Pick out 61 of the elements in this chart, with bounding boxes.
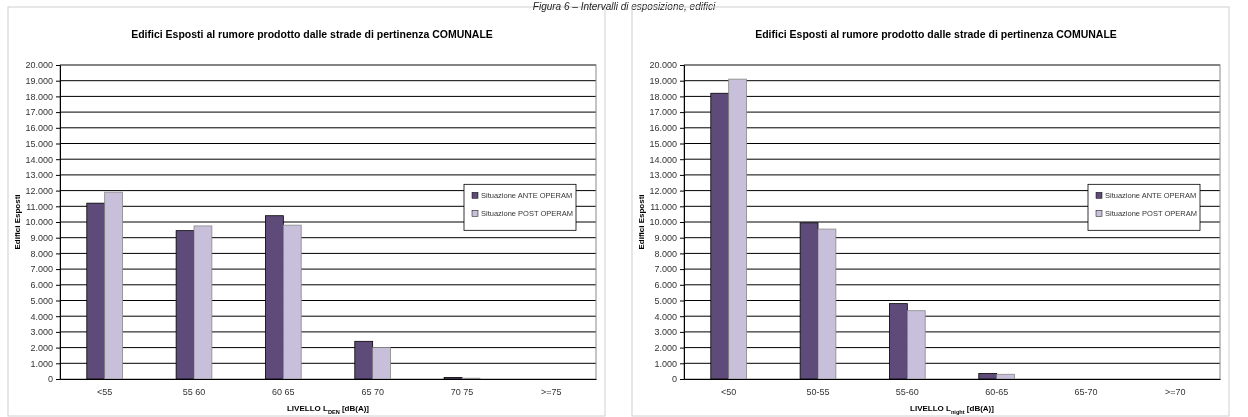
chart-title: Edifici Esposti al rumore prodotto dalle strade di pertinenza COMUNALE [755,28,1117,40]
x-tick-label: >=75 [541,387,562,398]
y-tick-label: 4.000 [654,311,677,322]
y-tick-label: 5.000 [30,295,53,306]
x-tick-label: 65 70 [361,387,384,398]
y-tick-label: 8.000 [654,248,677,259]
y-tick-label: 16.000 [649,123,677,134]
y-tick-label: 2.000 [30,342,53,353]
y-tick-label: 7.000 [654,264,677,275]
x-tick-label: 60-65 [985,387,1009,398]
y-tick-label: 12.000 [25,185,53,196]
y-tick-label: 6.000 [30,280,53,291]
x-tick-label: <55 [97,387,113,398]
y-tick-label: 2.000 [654,342,677,353]
x-tick-label: 50-55 [806,387,830,398]
y-tick-label: 1.000 [654,358,677,369]
y-tick-label: 11.000 [26,201,53,212]
y-tick-label: 20.000 [25,60,53,71]
y-tick-label: 15.000 [25,138,53,149]
y-axis-title: Edifici Esposti [13,194,22,250]
y-tick-label: 11.000 [650,201,677,212]
y-tick-label: 13.000 [25,170,53,181]
y-tick-label: 17.000 [25,107,53,118]
y-tick-label: 19.000 [25,76,53,87]
y-tick-label: 0 [671,374,677,385]
y-tick-label: 13.000 [649,170,677,181]
y-tick-label: 9.000 [30,233,53,244]
y-tick-label: 9.000 [654,233,677,244]
y-tick-label: 20.000 [649,60,677,71]
y-tick-label: 16.000 [25,123,53,134]
y-tick-label: 3.000 [30,327,53,338]
y-tick-label: 18.000 [25,91,53,102]
y-tick-label: 14.000 [649,154,677,165]
x-tick-label: 55-60 [895,387,919,398]
x-tick-label: 65-70 [1074,387,1098,398]
y-tick-label: 8.000 [30,248,53,259]
x-axis-title: LIVELLO L$_{DEN}$ [dB(A)] [286,404,370,415]
y-tick-label: 12.000 [649,185,677,196]
y-axis-title: Edifici Esposti [637,194,646,250]
x-tick-label: 60 65 [272,387,295,398]
y-tick-label: 7.000 [30,264,53,275]
text: Figura 6 – Intervalli di esposizione, edifici [532,1,716,12]
y-tick-label: 3.000 [654,327,677,338]
y-tick-label: 19.000 [649,76,677,87]
y-tick-label: 18.000 [649,91,677,102]
y-tick-label: 0 [47,374,53,385]
x-tick-label: >=70 [1165,387,1186,398]
y-tick-label: 10.000 [25,217,53,228]
y-tick-label: 14.000 [25,154,53,165]
x-tick-label: <50 [721,387,737,398]
y-tick-label: 5.000 [654,295,677,306]
y-tick-label: 6.000 [654,280,677,291]
x-tick-label: 55 60 [182,387,206,398]
y-tick-label: 1.000 [30,358,53,369]
chart-title: Edifici Esposti al rumore prodotto dalle strade di pertinenza COMUNALE [131,28,493,40]
y-tick-label: 4.000 [30,311,53,322]
y-tick-label: 15.000 [649,138,677,149]
x-tick-label: 70 75 [450,387,474,398]
x-axis-title: LIVELLO L$_{night}$ [dB(A)] [910,404,995,415]
y-tick-label: 10.000 [649,217,677,228]
y-tick-label: 17.000 [649,107,677,118]
